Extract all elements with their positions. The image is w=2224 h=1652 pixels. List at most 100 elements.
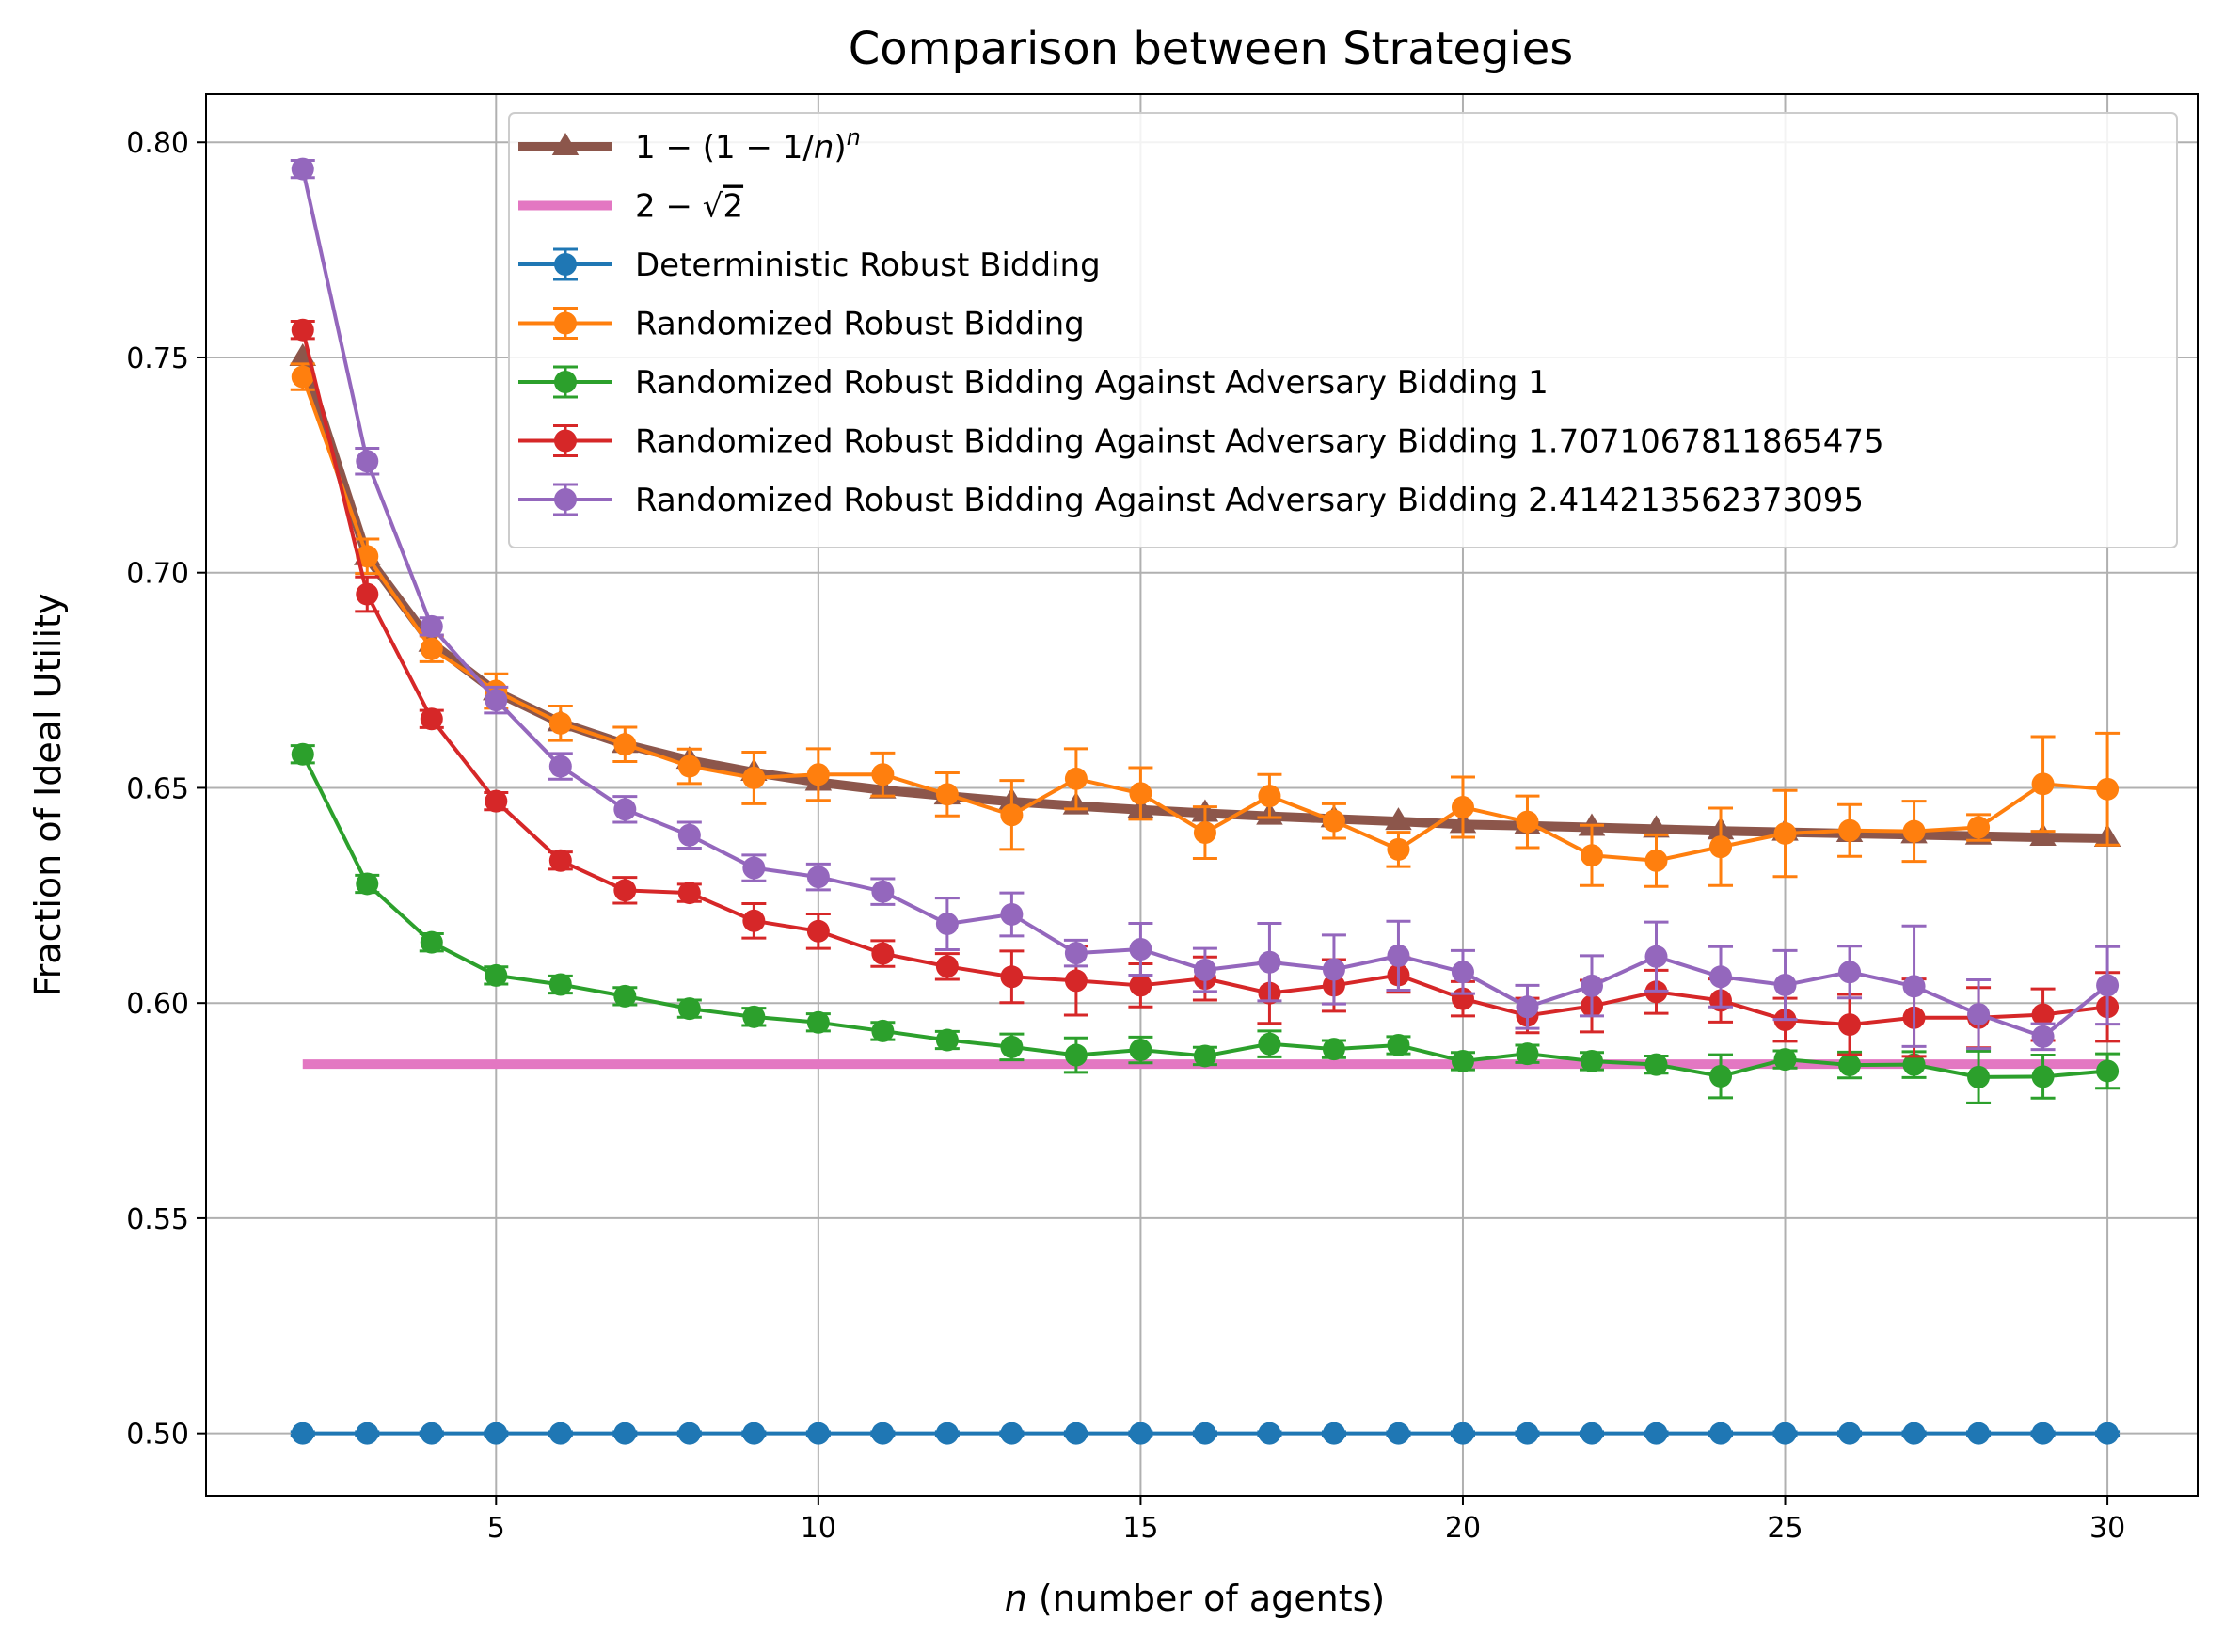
data-point [1322,809,1345,833]
data-point [935,1422,959,1445]
data-point [1902,975,1926,998]
data-point [1644,1053,1668,1076]
data-point [677,882,701,905]
data-point [1193,1422,1216,1445]
legend-frame [508,112,2178,548]
data-point [1064,1422,1088,1445]
data-point [1193,1044,1216,1068]
data-point [356,1422,379,1445]
data-point [1773,1422,1797,1445]
series-6 [290,157,2121,1052]
legend-entry-2: Deterministic Robust Bidding [518,246,1101,284]
data-point [2031,1065,2055,1088]
data-point [1129,1422,1152,1445]
data-point [1064,969,1088,993]
data-point [935,783,959,806]
data-point [935,1028,959,1052]
data-point [1129,782,1152,805]
data-point [1129,1039,1152,1062]
x-axis-title-variable: n [1005,1578,1027,1619]
data-point [548,849,572,872]
data-point [1709,965,1733,989]
legend-swatch-marker [554,429,577,453]
data-point [2096,1059,2120,1083]
x-tick-label: 15 [1122,1512,1158,1545]
legend-label: Deterministic Robust Bidding [635,246,1101,284]
legend-label: Randomized Robust Bidding Against Advers… [635,423,1884,461]
data-point [1773,821,1797,845]
x-tick-label: 10 [801,1512,836,1545]
data-point [1322,1038,1345,1061]
data-point [1000,803,1024,827]
data-point [677,755,701,778]
data-point [1000,1035,1024,1058]
data-point [1838,1422,1862,1445]
plot-frame [205,93,2199,1497]
data-point [677,1422,701,1445]
legend-entry-6: Randomized Robust Bidding Against Advers… [518,482,1864,519]
data-point [2096,974,2120,997]
data-point [871,763,895,786]
data-point [935,955,959,978]
data-point [291,365,314,389]
data-point [356,450,379,473]
data-point [1773,1048,1797,1072]
data-point [742,1005,766,1028]
y-tick-label: 0.80 [126,127,189,160]
series-2 [290,1422,2121,1445]
data-point [1193,821,1216,845]
legend: 1 − (1 − 1/n)n 2 − √2 Deterministic Robust… [508,112,2178,548]
data-point [2031,1003,2055,1026]
series-3 [290,362,2121,888]
x-axis-title-text: (number of agents) [1027,1578,1385,1619]
data-point [1967,1003,1991,1026]
data-point [1709,835,1733,859]
data-point [356,582,379,606]
y-axis-title: Fraction of Ideal Utility [27,594,69,997]
legend-entry-1: 2 − √2 [518,188,743,226]
legend-entry-3: Randomized Robust Bidding [518,306,1085,343]
series-layer [289,157,2121,1445]
data-point [935,913,959,936]
data-point [1258,785,1281,808]
data-point [1967,816,1991,839]
data-point [2031,1025,2055,1048]
data-point [420,614,443,638]
data-point [1000,902,1024,926]
legend-label-radical: √ [703,188,723,226]
data-point [742,1422,766,1445]
data-point [1064,767,1088,790]
legend-label-var: n [814,129,834,167]
y-tick-label: 0.50 [126,1419,189,1452]
data-point [1643,815,1670,838]
data-point [806,919,830,943]
y-tick-label: 0.70 [126,558,189,591]
data-point [1580,1422,1603,1445]
data-point [1322,1422,1345,1445]
data-point [1838,1013,1862,1037]
data-point [1385,807,1412,831]
data-point [548,711,572,735]
x-tick-label: 5 [487,1512,505,1545]
data-point [806,866,830,889]
data-point [613,984,637,1008]
data-point [1387,837,1410,861]
data-point [1322,958,1345,981]
data-point [1387,944,1410,967]
data-point [613,879,637,902]
data-point [1902,1422,1926,1445]
data-point [742,766,766,789]
data-point [1902,819,1926,843]
data-point [1000,1422,1024,1445]
data-point [2096,777,2120,801]
legend-label-exponent: n [847,124,861,151]
legend-label-radicand: 2 [723,188,743,226]
data-point [1193,958,1216,981]
data-point [1967,1065,1991,1088]
data-point [613,798,637,821]
data-point [871,880,895,903]
data-point [2031,772,2055,796]
data-point [1580,844,1603,867]
data-point [1644,945,1668,968]
data-point [1451,961,1474,984]
